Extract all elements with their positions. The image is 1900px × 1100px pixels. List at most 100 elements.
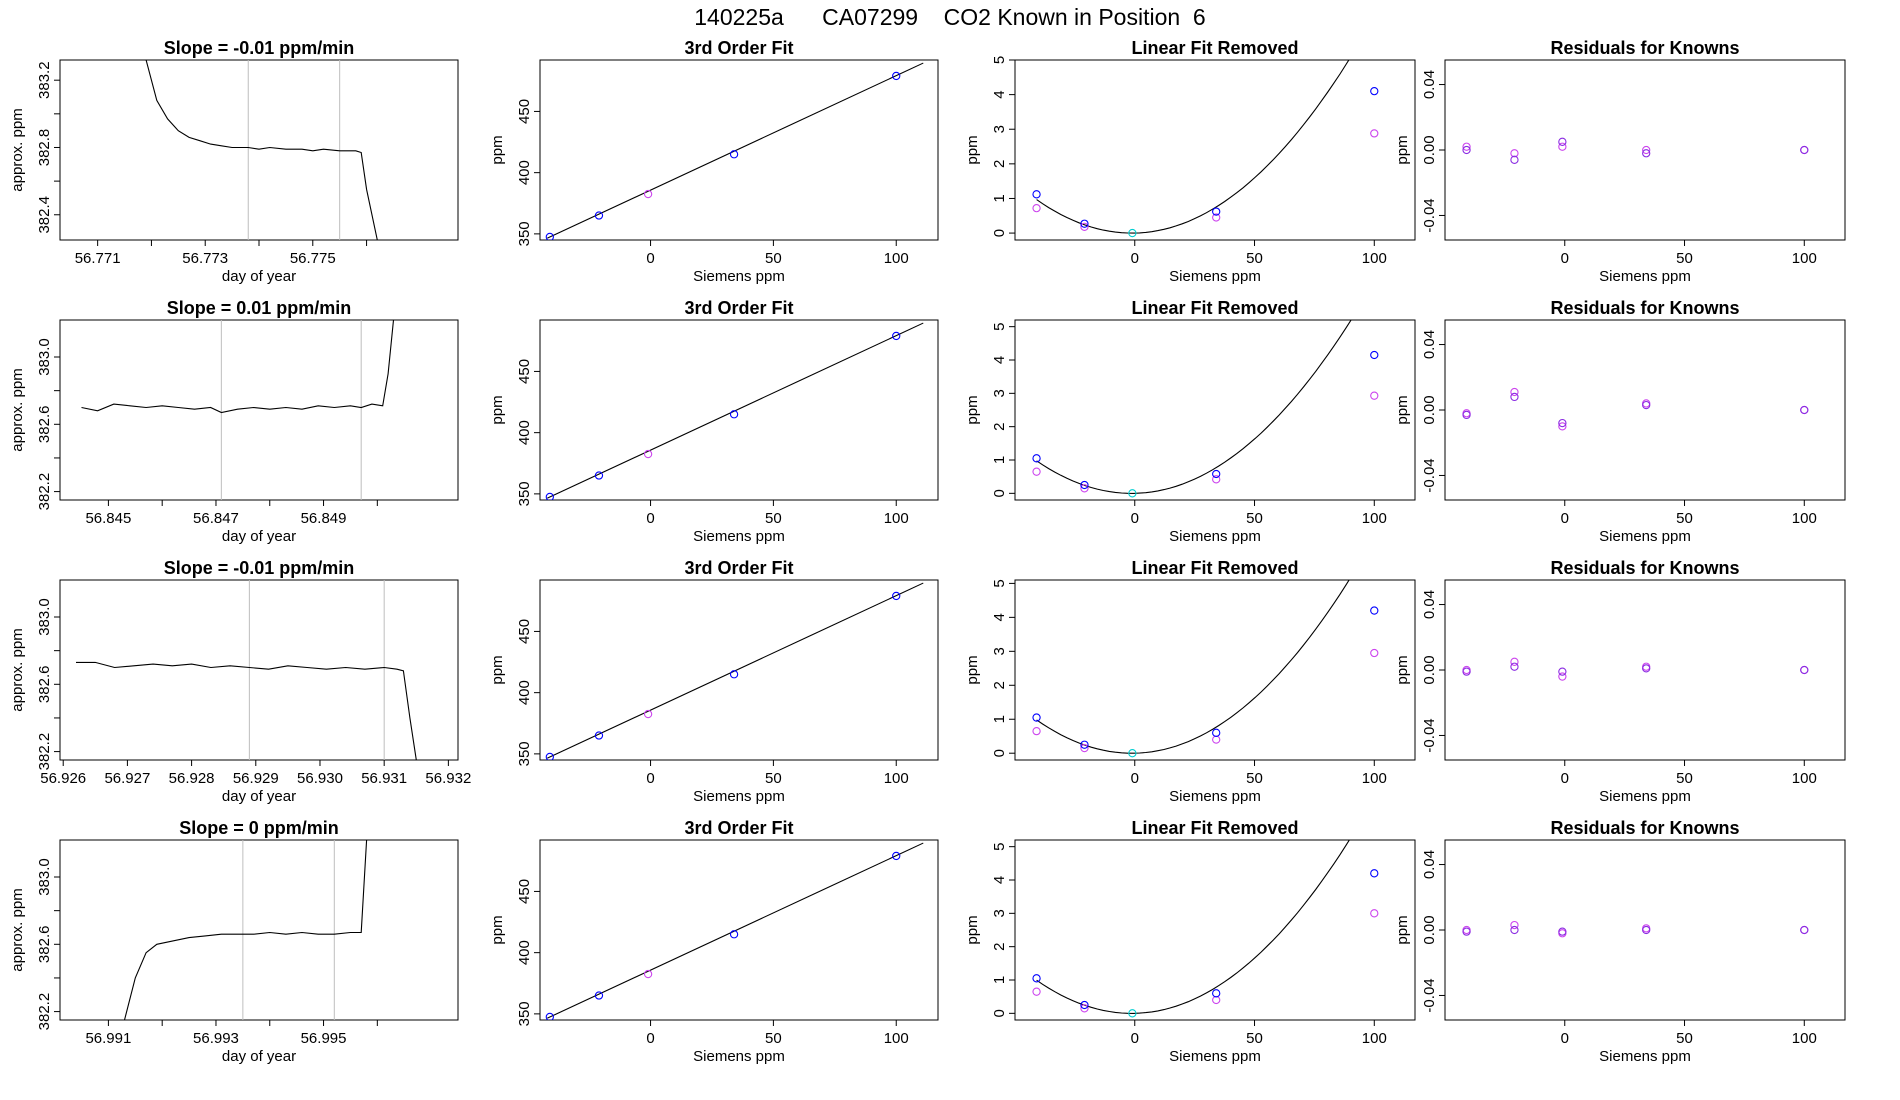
blue-point xyxy=(594,991,604,1000)
y-tick-label: 0 xyxy=(991,229,1008,237)
blue-point xyxy=(729,670,739,679)
purple-point xyxy=(1642,149,1651,158)
y-axis-label: ppm xyxy=(1394,135,1411,164)
plot-area xyxy=(1032,580,1379,758)
x-tick-label: 56.932 xyxy=(425,770,471,787)
blue-point xyxy=(1370,87,1379,96)
x-tick-label: 50 xyxy=(1246,250,1263,267)
violet-point xyxy=(1370,909,1379,918)
cyan-point xyxy=(1128,228,1137,238)
title-run: 140225a xyxy=(694,4,784,30)
x-axis-label: Siemens ppm xyxy=(1169,268,1261,285)
x-tick-label: 56.995 xyxy=(301,1030,347,1047)
y-tick-label: 350 xyxy=(516,481,533,506)
y-tick-label: 450 xyxy=(516,99,533,124)
panel-fit3-row1: 3rd Order Fit 0 50 100 Siemens ppm 350 400 450 p… xyxy=(489,38,939,285)
x-tick-label: 0 xyxy=(646,1030,654,1047)
y-tick-label: -0.04 xyxy=(1421,198,1438,232)
y-tick-label: 0.00 xyxy=(1421,395,1438,424)
violet-point xyxy=(643,449,653,459)
x-tick-label: 0 xyxy=(1131,250,1139,267)
violet-point xyxy=(1212,735,1221,744)
y-tick-label: 382.2 xyxy=(36,473,53,511)
x-tick-label: 56.771 xyxy=(75,250,121,267)
x-axis-label: Siemens ppm xyxy=(693,1048,785,1065)
plot-frame xyxy=(1444,839,1846,1021)
blue-point xyxy=(1212,989,1221,998)
x-tick-label: 50 xyxy=(1676,250,1693,267)
blue-point xyxy=(892,71,901,81)
y-axis-label: approx. ppm xyxy=(9,628,26,711)
panel-trace-row2: Slope = 0.01 ppm/min 56.845 56.847 56.849 da… xyxy=(9,298,459,545)
x-axis-label: Siemens ppm xyxy=(1169,788,1261,805)
violet-point xyxy=(1510,149,1519,158)
violet-point xyxy=(1642,924,1651,933)
plot-frame xyxy=(539,59,939,241)
x-tick-label: 56.931 xyxy=(361,770,407,787)
y-axis-label: approx. ppm xyxy=(9,888,26,971)
violet-point xyxy=(1462,665,1471,675)
x-tick-label: 50 xyxy=(1246,1030,1263,1047)
x-axis-label: day of year xyxy=(222,788,296,805)
x-tick-label: 0 xyxy=(1131,770,1139,787)
y-tick-label: 400 xyxy=(516,680,533,705)
blue-point xyxy=(1370,869,1379,878)
plot-frame xyxy=(59,319,459,501)
panel-linear_removed-row2: Linear Fit Removed 0 50 100 Siemens ppm 0 1 2 3 4… xyxy=(964,298,1416,545)
blue-point xyxy=(1080,480,1089,490)
panel-residuals-row4: Residuals for Knowns 0 50 100 Siemens ppm -0.… xyxy=(1394,818,1846,1065)
plot-area xyxy=(1462,657,1809,681)
y-tick-label: 450 xyxy=(516,359,533,384)
y-axis-label: ppm xyxy=(964,395,981,424)
purple-point xyxy=(1510,155,1519,164)
y-tick-label: 350 xyxy=(516,221,533,246)
blue-point xyxy=(545,232,554,240)
panel-title: Linear Fit Removed xyxy=(1131,818,1298,838)
title-desc: CO2 Known in Position 6 xyxy=(943,4,1206,30)
x-axis-label: day of year xyxy=(222,268,296,285)
x-tick-label: 50 xyxy=(765,250,782,267)
y-tick-label: 5 xyxy=(991,56,1008,64)
panel-title: Slope = 0.01 ppm/min xyxy=(167,298,352,318)
purple-point xyxy=(1800,145,1809,155)
y-tick-label: -0.04 xyxy=(1421,458,1438,492)
y-tick-label: 382.2 xyxy=(36,733,53,771)
x-tick-label: 100 xyxy=(1792,250,1817,267)
y-tick-label: 350 xyxy=(516,741,533,766)
blue-point xyxy=(892,591,901,601)
x-tick-label: 50 xyxy=(1676,770,1693,787)
x-tick-label: 100 xyxy=(1362,250,1387,267)
y-tick-label: 3 xyxy=(991,647,1008,655)
plot-frame xyxy=(1014,319,1416,501)
x-axis-label: Siemens ppm xyxy=(1169,528,1261,545)
x-tick-label: 56.849 xyxy=(301,510,347,527)
panel-title: Residuals for Knowns xyxy=(1550,38,1739,58)
x-tick-label: 50 xyxy=(765,1030,782,1047)
title-instrument: CA07299 xyxy=(822,4,919,30)
blue-point xyxy=(594,471,604,480)
plot-frame xyxy=(59,59,459,241)
violet-point xyxy=(1032,467,1041,476)
x-axis-label: Siemens ppm xyxy=(1599,528,1691,545)
panel-fit3-row2: 3rd Order Fit 0 50 100 Siemens ppm 350 400 450 p… xyxy=(489,298,939,545)
y-tick-label: 0.04 xyxy=(1421,850,1438,879)
x-tick-label: 100 xyxy=(1792,770,1817,787)
y-tick-label: 400 xyxy=(516,160,533,185)
fit-curve xyxy=(1036,320,1352,494)
y-axis-label: ppm xyxy=(1394,395,1411,424)
panel-residuals-row1: Residuals for Knowns 0 50 100 Siemens ppm -0.… xyxy=(1394,38,1846,285)
violet-point xyxy=(1510,920,1519,930)
y-tick-label: 4 xyxy=(991,876,1008,884)
x-tick-label: 56.775 xyxy=(290,250,336,267)
x-tick-label: 56.926 xyxy=(40,770,86,787)
blue-point xyxy=(545,752,554,760)
violet-point xyxy=(1642,662,1651,671)
violet-point xyxy=(1510,387,1519,397)
y-tick-label: 383.2 xyxy=(36,61,53,99)
x-axis-label: Siemens ppm xyxy=(1169,1048,1261,1065)
x-tick-label: 0 xyxy=(1561,250,1569,267)
x-tick-label: 50 xyxy=(765,770,782,787)
violet-point xyxy=(1212,213,1221,222)
x-tick-label: 100 xyxy=(1792,1030,1817,1047)
purple-point xyxy=(1800,405,1809,415)
